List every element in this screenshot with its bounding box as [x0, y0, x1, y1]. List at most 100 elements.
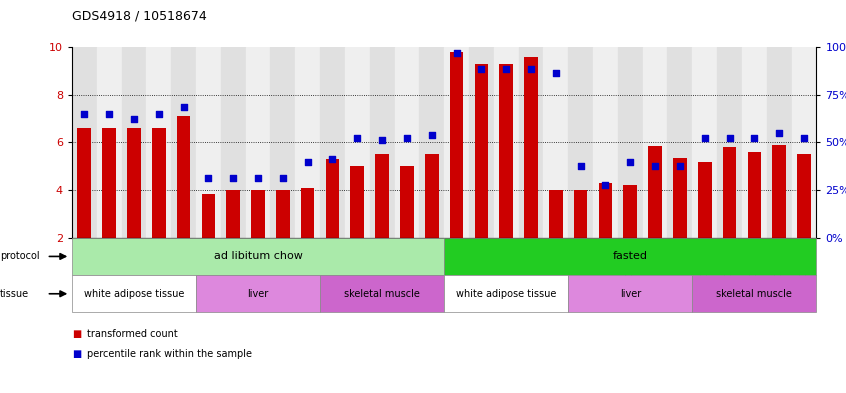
Bar	[475, 64, 488, 238]
Bar	[326, 159, 339, 238]
Bar	[394, 47, 420, 238]
Text: GDS4918 / 10518674: GDS4918 / 10518674	[72, 10, 206, 23]
Point	[227, 175, 240, 181]
Point	[400, 134, 414, 141]
Point	[624, 158, 637, 165]
Bar	[444, 47, 469, 238]
Bar	[425, 154, 438, 238]
Bar	[276, 190, 289, 238]
Bar	[525, 57, 538, 238]
Point	[350, 134, 364, 141]
Text: ad libitum chow: ad libitum chow	[213, 252, 303, 261]
Text: liver: liver	[619, 289, 641, 299]
Text: skeletal muscle: skeletal muscle	[717, 289, 793, 299]
Bar	[420, 47, 444, 238]
Bar	[792, 47, 816, 238]
Bar	[102, 128, 116, 238]
Bar	[519, 47, 543, 238]
Point	[102, 111, 116, 117]
Bar	[797, 154, 810, 238]
Bar	[766, 47, 792, 238]
Point	[127, 116, 140, 122]
Point	[549, 70, 563, 77]
Bar	[96, 47, 122, 238]
Point	[525, 66, 538, 72]
Bar	[444, 275, 569, 312]
Bar	[370, 47, 394, 238]
Bar	[624, 185, 637, 238]
Point	[599, 182, 613, 189]
Text: protocol: protocol	[0, 252, 40, 261]
Bar	[469, 47, 494, 238]
Bar	[301, 188, 315, 238]
Text: ■: ■	[72, 329, 81, 339]
Point	[673, 163, 687, 169]
Bar	[196, 47, 221, 238]
Bar	[345, 47, 370, 238]
Bar	[450, 52, 464, 238]
Point	[276, 175, 289, 181]
Bar	[72, 47, 96, 238]
Bar	[599, 183, 613, 238]
Point	[152, 111, 166, 117]
Bar	[127, 128, 140, 238]
Point	[475, 66, 488, 72]
Bar	[643, 47, 667, 238]
Bar	[692, 275, 816, 312]
Bar	[196, 275, 320, 312]
Bar	[251, 190, 265, 238]
Point	[177, 104, 190, 110]
Point	[772, 130, 786, 136]
Bar	[227, 190, 240, 238]
Text: percentile rank within the sample: percentile rank within the sample	[87, 349, 252, 359]
Bar	[499, 64, 513, 238]
Point	[722, 134, 736, 141]
Bar	[717, 47, 742, 238]
Bar	[692, 47, 717, 238]
Bar	[574, 190, 587, 238]
Point	[698, 134, 711, 141]
Bar	[673, 158, 687, 238]
Point	[499, 66, 513, 72]
Bar	[698, 162, 711, 238]
Text: fasted: fasted	[613, 252, 648, 261]
Text: transformed count: transformed count	[87, 329, 178, 339]
Text: ■: ■	[72, 349, 81, 359]
Bar	[543, 47, 569, 238]
Point	[748, 134, 761, 141]
Bar	[648, 146, 662, 238]
Bar	[722, 147, 736, 238]
Bar	[593, 47, 618, 238]
Point	[201, 175, 215, 181]
Text: liver: liver	[247, 289, 269, 299]
Bar	[72, 275, 196, 312]
Bar	[494, 47, 519, 238]
Point	[648, 163, 662, 169]
Bar	[72, 238, 444, 275]
Bar	[667, 47, 692, 238]
Bar	[201, 194, 215, 238]
Bar	[569, 47, 593, 238]
Bar	[122, 47, 146, 238]
Bar	[271, 47, 295, 238]
Bar	[742, 47, 766, 238]
Bar	[772, 145, 786, 238]
Point	[78, 111, 91, 117]
Bar	[320, 47, 345, 238]
Bar	[320, 275, 444, 312]
Text: white adipose tissue: white adipose tissue	[84, 289, 184, 299]
Bar	[152, 128, 166, 238]
Point	[797, 134, 810, 141]
Bar	[245, 47, 271, 238]
Point	[251, 175, 265, 181]
Bar	[618, 47, 643, 238]
Text: tissue: tissue	[0, 289, 29, 299]
Bar	[748, 152, 761, 238]
Bar	[549, 190, 563, 238]
Bar	[177, 116, 190, 238]
Bar	[444, 238, 816, 275]
Bar	[400, 166, 414, 238]
Text: white adipose tissue: white adipose tissue	[456, 289, 557, 299]
Text: skeletal muscle: skeletal muscle	[344, 289, 420, 299]
Point	[450, 50, 464, 56]
